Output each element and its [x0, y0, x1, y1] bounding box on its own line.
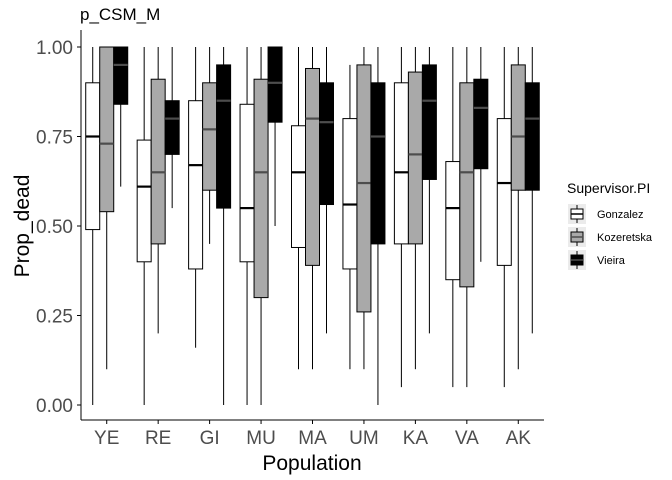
- box-iqr: [216, 64, 232, 209]
- legend-label-gonzalez: Gonzalez: [597, 209, 643, 221]
- box-iqr: [85, 82, 101, 231]
- legend-title: Supervisor.PI: [567, 180, 650, 196]
- box-iqr: [496, 118, 512, 266]
- box-kozeretska-va: [459, 47, 475, 388]
- box-iqr: [356, 64, 372, 313]
- box-iqr: [202, 82, 218, 191]
- legend-key-gonzalez: [568, 204, 586, 224]
- box-gonzalez-ye: [85, 47, 101, 405]
- y-axis: 0.00 0.25 0.50 0.75 1.00: [36, 38, 81, 417]
- box-iqr: [188, 100, 204, 270]
- box-vieira-va: [473, 47, 489, 262]
- x-tick-label: KA: [403, 428, 429, 449]
- chart-title: p_CSM_M: [80, 5, 160, 24]
- box-kozeretska-ye: [99, 46, 115, 370]
- box-iqr: [473, 78, 489, 170]
- box-vieira-ka: [421, 47, 437, 334]
- box-gonzalez-va: [445, 47, 461, 388]
- y-tick-label: 0.75: [36, 128, 73, 149]
- box-kozeretska-ka: [407, 47, 423, 370]
- box-iqr: [113, 46, 129, 105]
- box-vieira-ak: [524, 47, 540, 334]
- box-iqr: [267, 46, 283, 123]
- x-tick-label: MA: [298, 428, 327, 449]
- x-axis-title: Population: [262, 452, 361, 475]
- x-tick-label: YE: [94, 428, 119, 449]
- box-gonzalez-ka: [393, 47, 409, 388]
- box-iqr: [291, 125, 306, 248]
- box-kozeretska-re: [150, 47, 166, 334]
- box-iqr: [99, 46, 115, 213]
- y-tick-label: 0.25: [36, 307, 73, 328]
- box-vieira-gi: [216, 47, 232, 405]
- x-tick-label: GI: [200, 428, 220, 449]
- x-tick-label: MU: [246, 428, 276, 449]
- box-iqr: [136, 139, 152, 263]
- x-tick-label: VA: [455, 428, 479, 449]
- box-iqr: [342, 118, 358, 270]
- legend-key-kozeretska: [568, 227, 586, 247]
- plot-area: [85, 46, 540, 405]
- box-kozeretska-gi: [202, 47, 218, 244]
- box-iqr: [459, 82, 475, 288]
- box-gonzalez-mu: [239, 47, 255, 405]
- box-gonzalez-ak: [496, 47, 512, 388]
- box-iqr: [407, 71, 423, 245]
- box-iqr: [393, 82, 409, 245]
- box-iqr: [370, 82, 386, 245]
- box-vieira-ye: [113, 46, 129, 187]
- box-iqr: [164, 100, 180, 155]
- x-tick-label: AK: [506, 428, 532, 449]
- box-iqr: [524, 82, 540, 191]
- y-tick-label: 0.00: [36, 396, 73, 417]
- box-iqr: [421, 64, 437, 180]
- box-gonzalez-um: [342, 64, 358, 370]
- box-iqr: [445, 161, 461, 281]
- legend-label-kozeretska: Kozeretska: [597, 232, 653, 244]
- box-kozeretska-ak: [510, 47, 526, 370]
- box-iqr: [239, 103, 255, 263]
- box-gonzalez-ma: [291, 47, 306, 370]
- y-axis-title: Prop_dead: [11, 175, 34, 278]
- x-axis: YE RE GI MU MA UM KA VA AK: [94, 420, 531, 449]
- box-iqr: [319, 82, 334, 206]
- box-iqr: [150, 78, 166, 245]
- box-iqr: [253, 78, 269, 299]
- y-tick-label: 0.50: [36, 217, 73, 238]
- box-vieira-ma: [319, 47, 334, 334]
- box-vieira-um: [370, 47, 386, 405]
- box-kozeretska-ma: [305, 47, 320, 370]
- x-tick-label: RE: [145, 428, 171, 449]
- box-vieira-mu: [267, 46, 283, 226]
- box-vieira-re: [164, 47, 180, 209]
- y-tick-label: 1.00: [36, 38, 73, 59]
- box-iqr: [510, 64, 526, 191]
- box-gonzalez-re: [136, 47, 152, 405]
- box-gonzalez-gi: [188, 47, 204, 348]
- box-kozeretska-mu: [253, 47, 269, 405]
- legend-label-vieira: Vieira: [597, 255, 626, 267]
- box-kozeretska-um: [356, 47, 372, 370]
- legend: Supervisor.PI Gonzalez Kozeretska Vieira: [567, 180, 653, 270]
- box-iqr: [305, 67, 320, 266]
- x-tick-label: UM: [349, 428, 379, 449]
- legend-key-vieira: [568, 250, 586, 270]
